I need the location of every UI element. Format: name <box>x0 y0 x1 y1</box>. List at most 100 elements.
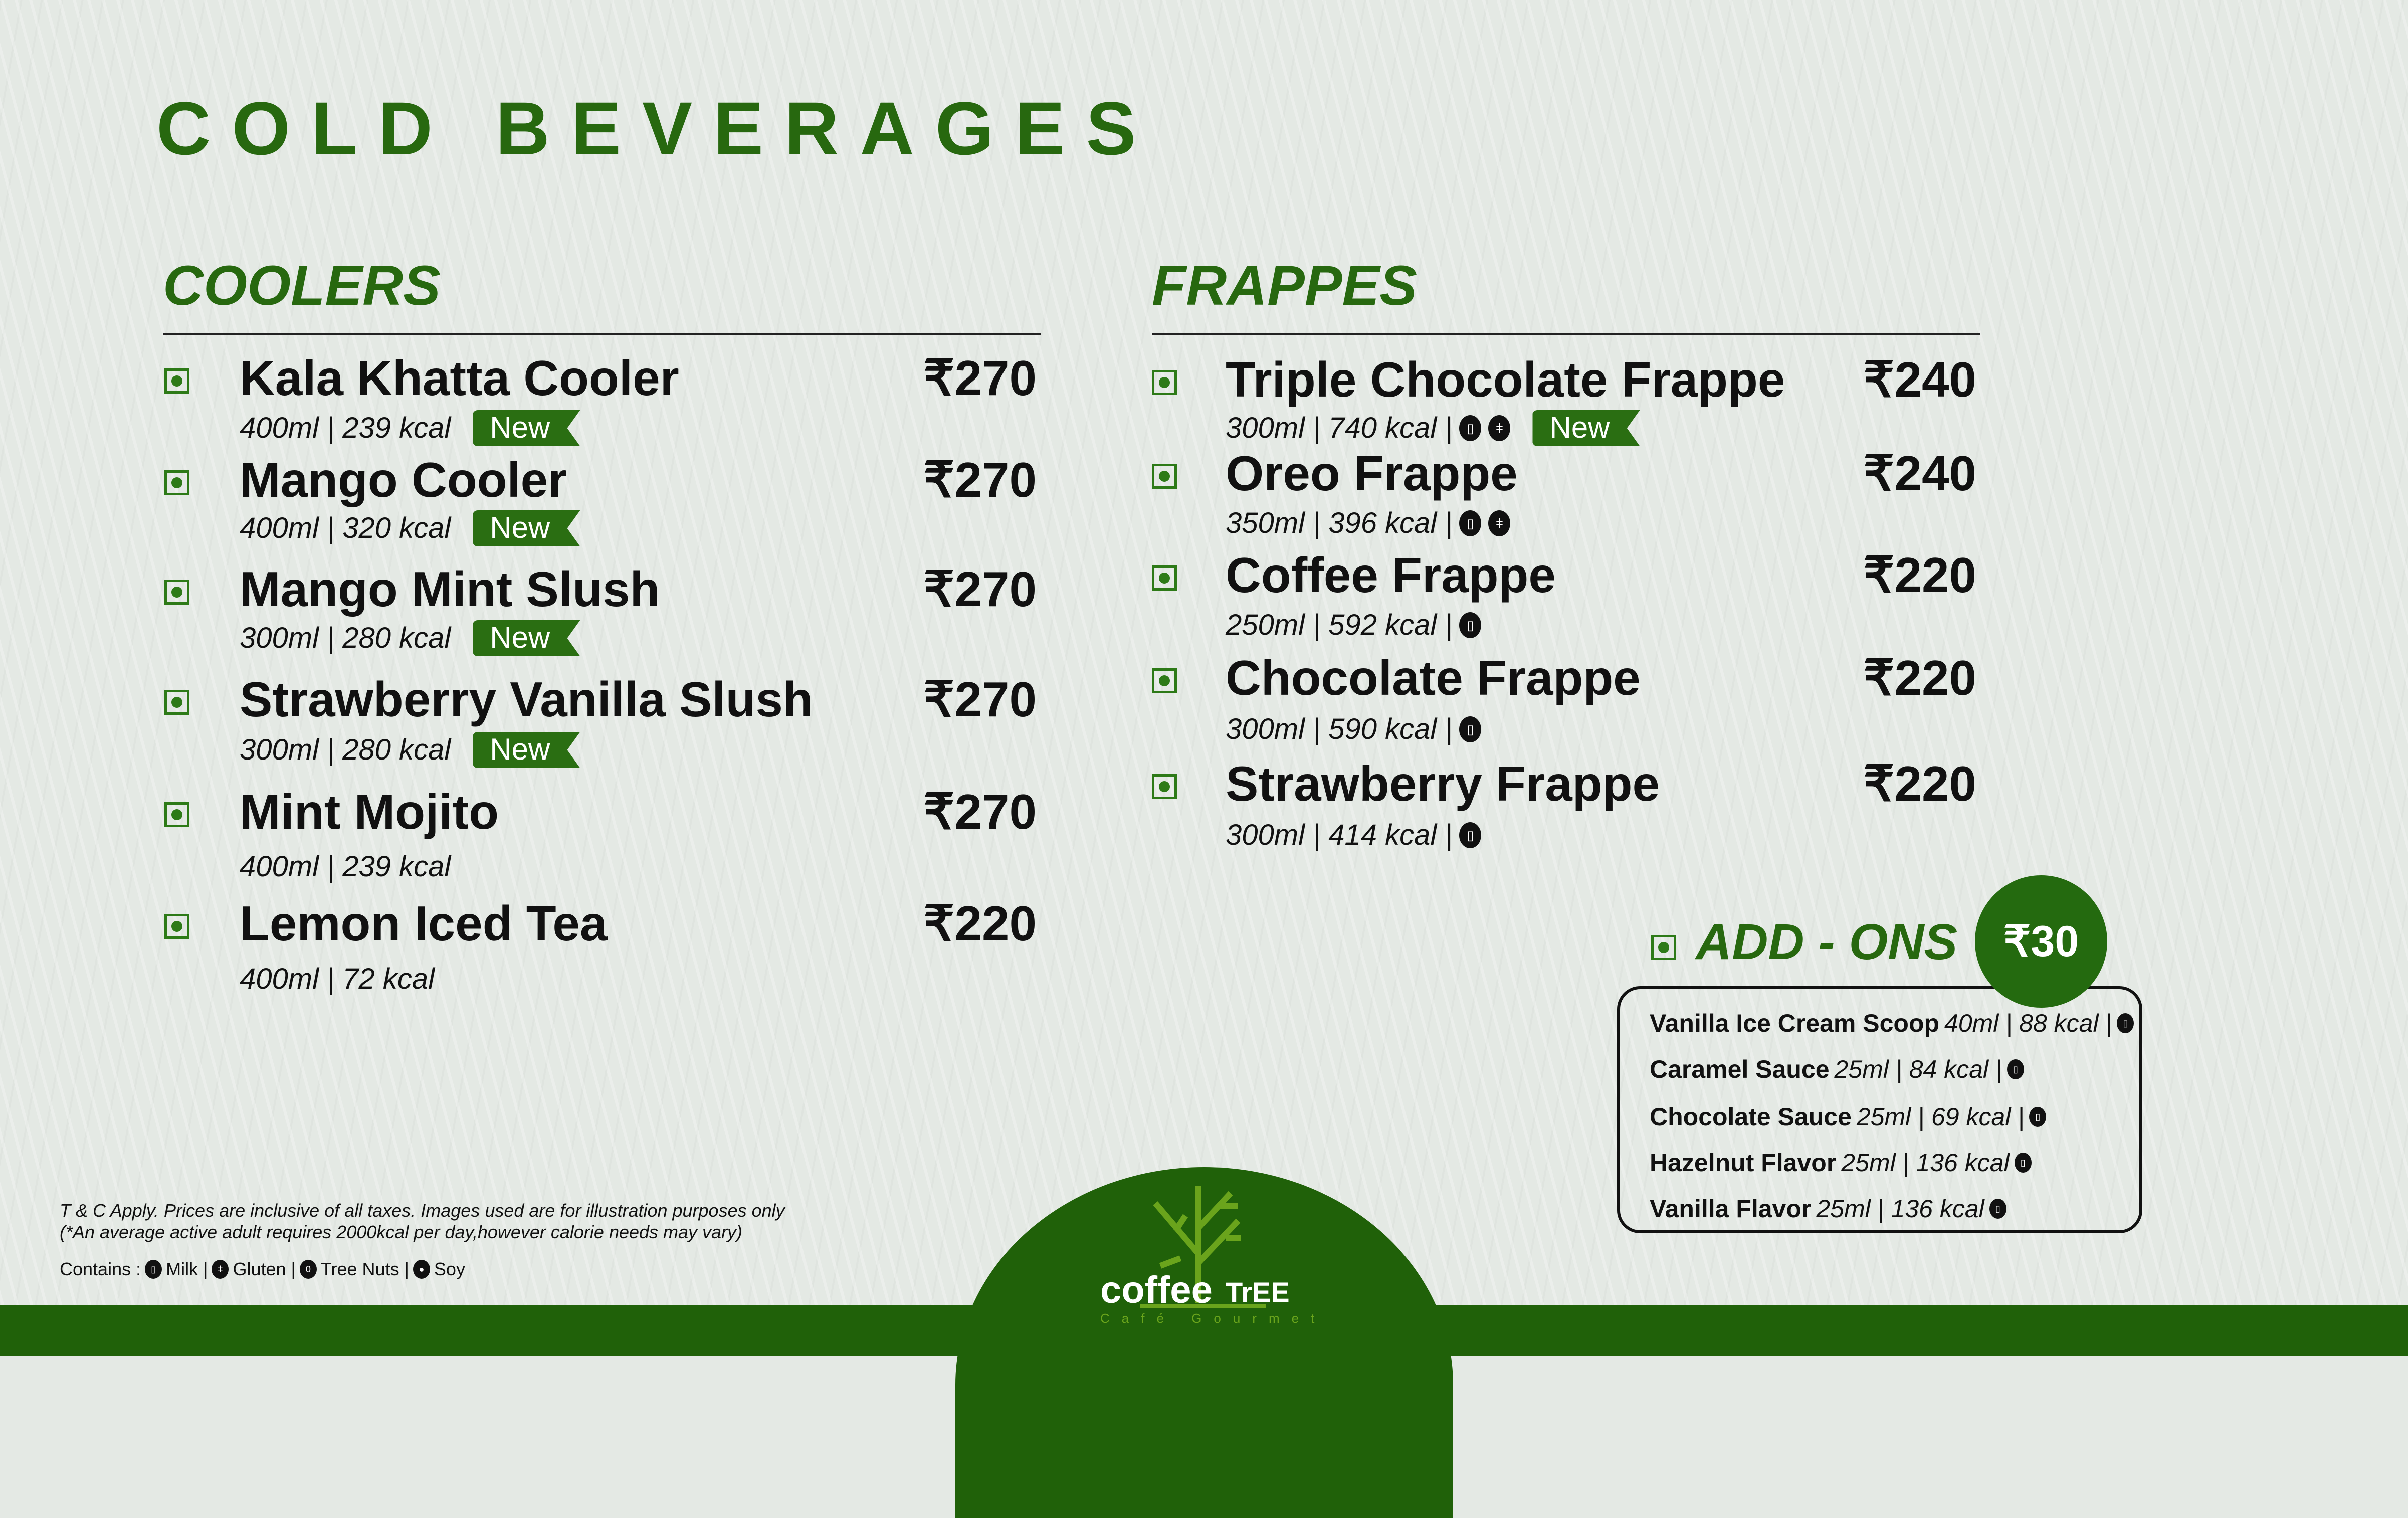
veg-icon <box>1152 565 1177 591</box>
logo-word-tree: TrEE <box>1226 1276 1290 1308</box>
milk-icon: ▯ <box>2014 1153 2032 1173</box>
item-volume-calories: 300ml | 740 kcal | <box>1226 412 1453 444</box>
gluten-icon: ǂ <box>1488 510 1511 536</box>
item-volume-calories: 300ml | 280 kcal <box>240 733 451 766</box>
page-title: COLD BEVERAGES <box>156 86 1157 170</box>
addon-details: 25ml | 136 kcal <box>1816 1195 1984 1223</box>
item-price: ₹220 <box>1863 547 1976 603</box>
addons-price-badge: ₹30 <box>1975 875 2107 1008</box>
legend-label: Gluten | <box>233 1259 296 1279</box>
new-badge: New <box>473 410 580 446</box>
paper-texture-background <box>0 0 2408 1356</box>
coffee-tree-logo: coffee TrEE Café Gourmet <box>1100 1183 1314 1329</box>
addon-details: 40ml | 88 kcal | <box>1944 1009 2112 1037</box>
new-badge: New <box>473 620 580 656</box>
item-volume-calories: 400ml | 239 kcal <box>240 850 451 883</box>
addon-item: Hazelnut Flavor 25ml | 136 kcal ▯ <box>1650 1150 2032 1175</box>
addon-item: Vanilla Flavor 25ml | 136 kcal ▯ <box>1650 1196 2006 1221</box>
veg-icon <box>1152 668 1177 693</box>
coolers-heading: COOLERS <box>163 254 441 317</box>
item-price: ₹270 <box>923 452 1037 507</box>
addon-name: Vanilla Ice Cream Scoop <box>1650 1009 1940 1037</box>
item-volume-calories: 400ml | 72 kcal <box>240 963 435 995</box>
item-name: Strawberry Vanilla Slush <box>240 672 813 727</box>
item-price: ₹270 <box>923 561 1037 617</box>
addon-details: 25ml | 69 kcal | <box>1856 1103 2025 1131</box>
milk-icon: ▯ <box>1459 822 1482 848</box>
tree-nuts-icon: 0 <box>299 1260 317 1279</box>
item-price: ₹270 <box>923 350 1037 406</box>
item-name: Lemon Iced Tea <box>240 896 608 951</box>
legend-label: Tree Nuts | <box>320 1259 409 1279</box>
item-name: Mint Mojito <box>240 784 499 839</box>
new-badge: New <box>473 510 580 546</box>
milk-icon: ▯ <box>1459 716 1482 742</box>
new-badge: New <box>473 732 580 768</box>
item-name: Coffee Frappe <box>1226 547 1556 603</box>
contains-label: Contains : <box>60 1259 141 1279</box>
item-volume-calories: 300ml | 590 kcal | <box>1226 713 1453 745</box>
addon-details: 25ml | 136 kcal <box>1841 1149 2010 1177</box>
item-volume-calories: 300ml | 414 kcal | <box>1226 819 1453 851</box>
item-price: ₹270 <box>923 672 1037 727</box>
item-details: 250ml | 592 kcal | ▯ <box>1226 609 1482 641</box>
item-volume-calories: 400ml | 320 kcal <box>240 512 451 544</box>
veg-icon <box>164 580 189 605</box>
addon-item: Vanilla Ice Cream Scoop 40ml | 88 kcal | ▯ <box>1650 1011 2134 1036</box>
milk-icon: ▯ <box>2117 1013 2134 1033</box>
item-details: 300ml | 414 kcal | ▯ <box>1226 819 1482 851</box>
item-name: Mango Cooler <box>240 452 567 507</box>
item-details: 400ml | 72 kcal <box>240 965 435 994</box>
item-volume-calories: 400ml | 239 kcal <box>240 412 451 444</box>
tree-icon <box>1140 1186 1266 1308</box>
milk-icon: ▯ <box>1459 415 1482 441</box>
bottom-green-bar <box>0 1305 2408 1356</box>
gluten-icon: ǂ <box>212 1260 229 1279</box>
item-details: 300ml | 590 kcal | ▯ <box>1226 713 1482 745</box>
veg-icon <box>164 368 189 394</box>
legend-label: Soy <box>434 1259 465 1279</box>
addons-box <box>1617 986 2142 1233</box>
veg-icon <box>164 802 189 827</box>
milk-icon: ▯ <box>2029 1107 2047 1127</box>
item-volume-calories: 350ml | 396 kcal | <box>1226 507 1453 539</box>
milk-icon: ▯ <box>1459 612 1482 638</box>
veg-icon <box>1152 774 1177 799</box>
item-details: 400ml | 239 kcal <box>240 852 451 881</box>
allergen-legend: Contains : ▯ Milk | ǂ Gluten | 0 Tree Nuts … <box>60 1259 465 1280</box>
item-name: Mango Mint Slush <box>240 561 660 617</box>
new-badge: New <box>1532 410 1640 446</box>
item-details: 300ml | 280 kcal New <box>240 620 580 656</box>
item-price: ₹220 <box>923 896 1037 951</box>
item-price: ₹240 <box>1863 352 1976 407</box>
addon-item: Chocolate Sauce 25ml | 69 kcal | ▯ <box>1650 1103 2047 1131</box>
addon-details: 25ml | 84 kcal | <box>1834 1055 2002 1083</box>
item-name: Kala Khatta Cooler <box>240 350 679 406</box>
item-price: ₹240 <box>1863 446 1976 501</box>
veg-icon <box>1651 935 1676 960</box>
terms-text: T & C Apply. Prices are inclusive of all… <box>60 1200 785 1221</box>
frappes-heading: FRAPPES <box>1152 254 1417 317</box>
veg-icon <box>1152 370 1177 395</box>
item-volume-calories: 250ml | 592 kcal | <box>1226 609 1453 641</box>
logo-word-coffee: coffee <box>1100 1269 1213 1311</box>
frappes-divider <box>1152 333 1980 335</box>
gluten-icon: ǂ <box>1488 415 1511 441</box>
item-price: ₹220 <box>1863 756 1976 811</box>
veg-icon <box>164 914 189 939</box>
item-price: ₹270 <box>923 784 1037 839</box>
veg-icon <box>1152 464 1177 489</box>
addon-name: Chocolate Sauce <box>1650 1103 1852 1131</box>
calorie-note: (*An average active adult requires 2000k… <box>60 1222 743 1242</box>
addons-heading: ADD - ONS <box>1696 914 1958 970</box>
item-details: 350ml | 396 kcal | ▯ ǂ <box>1226 507 1511 539</box>
coolers-divider <box>163 333 1041 335</box>
milk-icon: ▯ <box>1989 1199 2006 1219</box>
item-details: 300ml | 280 kcal New <box>240 732 580 768</box>
milk-icon: ▯ <box>145 1260 162 1279</box>
milk-icon: ▯ <box>1459 510 1482 536</box>
item-name: Chocolate Frappe <box>1226 650 1641 705</box>
addon-item: Caramel Sauce 25ml | 84 kcal | ▯ <box>1650 1057 2024 1082</box>
addon-name: Vanilla Flavor <box>1650 1195 1812 1223</box>
logo-tagline: Café Gourmet <box>1100 1311 1327 1326</box>
